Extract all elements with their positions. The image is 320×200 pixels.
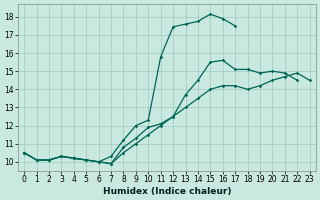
X-axis label: Humidex (Indice chaleur): Humidex (Indice chaleur) bbox=[103, 187, 231, 196]
